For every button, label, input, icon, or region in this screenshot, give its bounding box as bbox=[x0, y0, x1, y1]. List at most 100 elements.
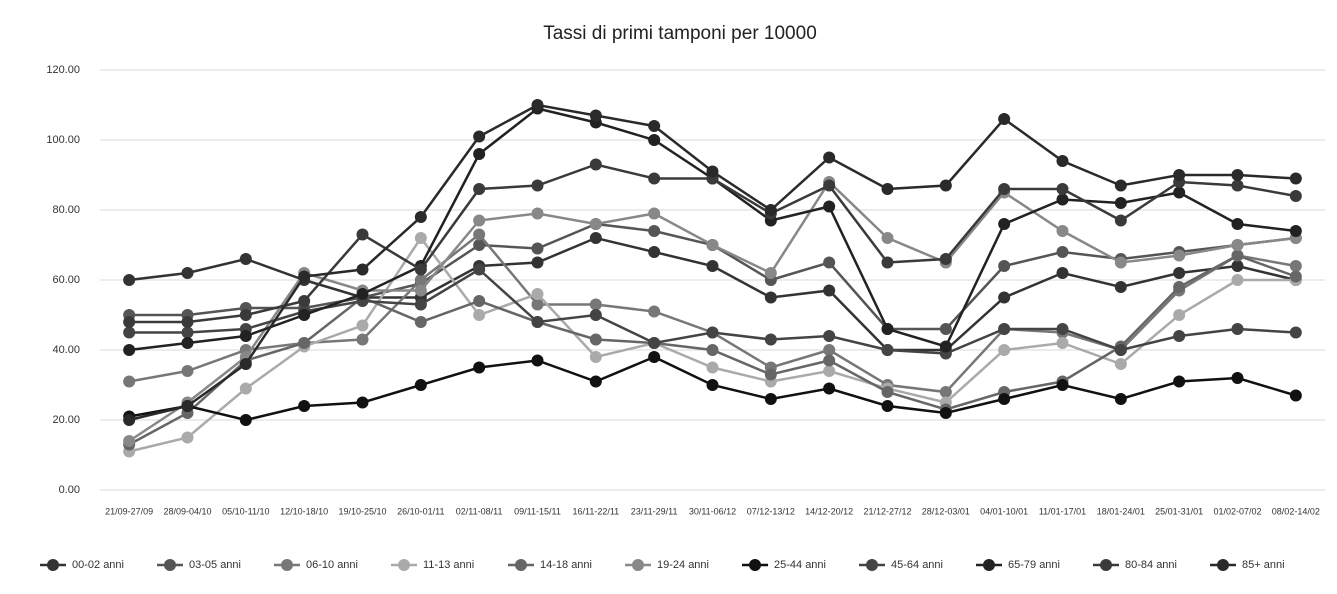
legend-marker bbox=[164, 559, 176, 571]
data-point bbox=[1114, 281, 1127, 293]
legend-label: 00-02 anni bbox=[72, 559, 124, 571]
data-point bbox=[298, 309, 311, 321]
data-point bbox=[414, 232, 427, 244]
data-point bbox=[589, 218, 602, 230]
data-point bbox=[1231, 274, 1244, 286]
data-point bbox=[473, 183, 486, 195]
data-point bbox=[1114, 179, 1127, 192]
data-point bbox=[298, 337, 311, 349]
data-point bbox=[298, 295, 311, 307]
data-point bbox=[1173, 375, 1186, 388]
data-point bbox=[414, 211, 427, 223]
data-point bbox=[823, 382, 836, 395]
chart-title: Tassi di primi tamponi per 10000 bbox=[543, 23, 817, 44]
data-point bbox=[181, 431, 194, 444]
legend-label: 11-13 anni bbox=[423, 559, 474, 571]
data-point bbox=[589, 375, 602, 388]
data-point bbox=[823, 200, 836, 213]
data-point bbox=[1114, 256, 1127, 269]
data-point bbox=[239, 358, 252, 370]
y-tick-label: 100.00 bbox=[46, 134, 80, 146]
data-point bbox=[1289, 172, 1302, 185]
data-point bbox=[881, 232, 894, 244]
data-point bbox=[706, 379, 719, 391]
data-point bbox=[473, 214, 486, 227]
data-point bbox=[1114, 393, 1127, 405]
data-point bbox=[589, 333, 602, 346]
data-point bbox=[823, 179, 836, 192]
data-point bbox=[998, 291, 1011, 304]
data-point bbox=[939, 386, 952, 398]
data-point bbox=[531, 242, 544, 255]
data-point bbox=[1114, 214, 1127, 227]
x-tick-label: 07/12-13/12 bbox=[747, 506, 795, 516]
x-tick-label: 16/11-22/11 bbox=[572, 506, 619, 516]
data-point bbox=[998, 323, 1011, 335]
data-point bbox=[181, 365, 194, 377]
data-point bbox=[589, 158, 602, 171]
data-point bbox=[531, 354, 544, 367]
data-point bbox=[823, 365, 836, 377]
data-point bbox=[123, 316, 136, 328]
data-point bbox=[1114, 344, 1127, 356]
data-point bbox=[1231, 239, 1244, 251]
data-point bbox=[356, 288, 369, 300]
data-point bbox=[123, 375, 136, 388]
data-point bbox=[473, 295, 486, 307]
data-point bbox=[123, 326, 136, 339]
data-point bbox=[239, 330, 252, 342]
data-point bbox=[473, 148, 486, 160]
data-point bbox=[1056, 193, 1069, 206]
data-point bbox=[939, 407, 952, 419]
data-point bbox=[648, 337, 661, 349]
data-point bbox=[589, 298, 602, 311]
data-point bbox=[1173, 330, 1186, 342]
data-point bbox=[239, 253, 252, 265]
data-point bbox=[1289, 190, 1302, 202]
data-point bbox=[648, 351, 661, 363]
data-point bbox=[181, 400, 194, 412]
data-point bbox=[239, 382, 252, 395]
data-point bbox=[1231, 260, 1244, 272]
data-point bbox=[298, 270, 311, 283]
x-tick-label: 28/12-03/01 bbox=[922, 506, 970, 516]
legend-marker bbox=[281, 559, 293, 571]
data-point bbox=[823, 284, 836, 297]
data-point bbox=[531, 298, 544, 311]
data-point bbox=[1231, 179, 1244, 192]
x-tick-label: 02/11-08/11 bbox=[456, 506, 503, 516]
data-point bbox=[939, 179, 952, 192]
data-point bbox=[1056, 337, 1069, 349]
data-point bbox=[531, 288, 544, 300]
data-point bbox=[473, 263, 486, 276]
data-point bbox=[531, 207, 544, 220]
data-point bbox=[998, 218, 1011, 230]
legend-label: 65-79 anni bbox=[1008, 559, 1060, 571]
data-point bbox=[181, 337, 194, 349]
data-point bbox=[298, 400, 311, 412]
legend-label: 85+ anni bbox=[1242, 559, 1285, 571]
x-tick-label: 30/11-06/12 bbox=[689, 506, 736, 516]
data-point bbox=[123, 435, 136, 447]
data-point bbox=[1231, 218, 1244, 230]
x-tick-label: 05/10-11/10 bbox=[222, 506, 269, 516]
x-tick-label: 14/12-20/12 bbox=[805, 506, 853, 516]
data-point bbox=[414, 284, 427, 297]
data-point bbox=[648, 305, 661, 318]
y-tick-label: 120.00 bbox=[46, 64, 80, 76]
data-point bbox=[1056, 183, 1069, 195]
data-point bbox=[648, 207, 661, 220]
data-point bbox=[1056, 155, 1069, 167]
legend-label: 45-64 anni bbox=[891, 559, 943, 571]
y-tick-label: 0.00 bbox=[59, 484, 80, 496]
data-point bbox=[356, 396, 369, 409]
data-point bbox=[998, 344, 1011, 356]
legend-marker bbox=[1100, 559, 1112, 571]
data-point bbox=[531, 99, 544, 111]
legend-marker bbox=[398, 559, 410, 571]
x-tick-label: 21/12-27/12 bbox=[863, 506, 911, 516]
data-point bbox=[414, 316, 427, 328]
x-tick-label: 08/02-14/02 bbox=[1272, 506, 1320, 516]
data-point bbox=[531, 316, 544, 328]
